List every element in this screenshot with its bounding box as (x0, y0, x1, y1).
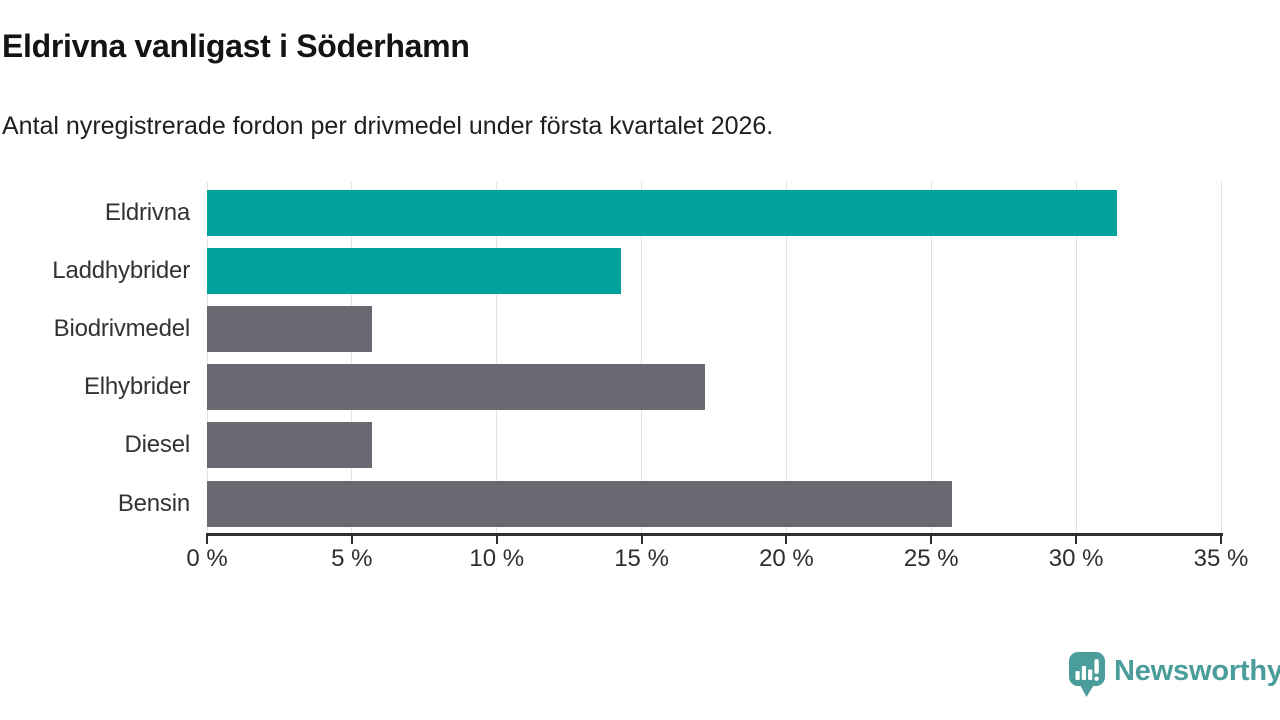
bar (207, 306, 373, 353)
axis-tick-label: 25 % (903, 545, 959, 572)
brand-footer: Newsworthy (1068, 652, 1280, 698)
bar (207, 248, 622, 295)
category-label: Eldrivna (104, 199, 190, 226)
gridline (930, 182, 932, 533)
category-label: Laddhybrider (52, 257, 190, 285)
bar-chart: Eldrivna Laddhybrider Biodrivmedel Elhybrid… (0, 182, 1280, 582)
category-label: Bensin (117, 489, 190, 517)
gridline (785, 182, 787, 533)
category-labels: Eldrivna Laddhybrider Biodrivmedel Elhybrid… (0, 182, 190, 533)
axis-tick (206, 533, 208, 544)
axis-tick (930, 533, 933, 544)
gridline (206, 182, 208, 533)
axis-tick-label: 0 % (186, 545, 228, 572)
category-label: Elhybrider (83, 373, 190, 401)
axis-tick-label: 15 % (614, 545, 669, 572)
brand-name: Newsworthy (1114, 655, 1280, 687)
bar (207, 190, 1117, 236)
axis-tick-label: 5 % (331, 545, 373, 572)
axis-tick (1220, 533, 1222, 544)
gridline (1075, 182, 1077, 533)
bar (207, 422, 373, 469)
axis-tick-label: 20 % (759, 545, 814, 572)
axis-tick (640, 533, 643, 544)
axis-tick-label: 10 % (469, 545, 525, 572)
x-axis-line (207, 533, 1223, 536)
axis-tick-label: 35 % (1193, 545, 1249, 572)
bar (207, 364, 706, 411)
category-label: Biodrivmedel (53, 315, 191, 343)
axis-tick (1075, 533, 1078, 544)
gridline (496, 182, 498, 533)
axis-tick (495, 533, 498, 544)
newsworthy-speech-bubble-chart-icon (1069, 652, 1105, 697)
chart-title: Eldrivna vanligast i Söderhamn (2, 28, 470, 64)
bar (207, 480, 952, 527)
gridline (641, 182, 643, 533)
plot-area (206, 182, 1222, 533)
axis-tick-label: 30 % (1048, 545, 1104, 572)
gridline (351, 182, 353, 533)
gridline (1220, 182, 1222, 533)
chart-subtitle: Antal nyregistrerade fordon per drivmede… (2, 112, 774, 140)
axis-tick (350, 533, 353, 544)
axis-tick (785, 533, 788, 544)
category-label: Diesel (124, 431, 191, 459)
